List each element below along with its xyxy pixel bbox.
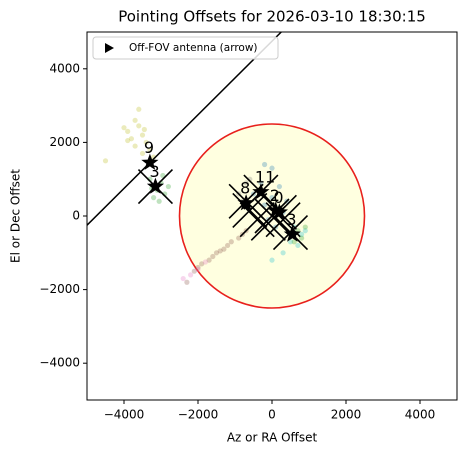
point [299, 231, 305, 237]
y-tick-label: 0 [72, 209, 80, 223]
point [217, 248, 223, 254]
y-tick-label: 2000 [49, 135, 80, 149]
antenna-star [252, 183, 270, 200]
point [121, 125, 127, 131]
point [184, 279, 190, 285]
x-tick-label: 4000 [405, 408, 436, 422]
point [156, 198, 162, 204]
point [287, 239, 294, 245]
y-axis-label: El or Dec Offset [9, 169, 23, 263]
point [302, 228, 308, 234]
legend-label: Off-FOV antenna (arrow) [129, 42, 258, 54]
point [141, 126, 147, 133]
x-tick-label: −4000 [104, 408, 145, 422]
antenna-star [237, 194, 255, 211]
point [269, 257, 275, 263]
cross-marker [232, 192, 268, 229]
point [125, 137, 131, 144]
point [195, 266, 201, 272]
point [139, 150, 146, 157]
point [188, 272, 194, 278]
point [269, 195, 275, 201]
point [128, 136, 134, 142]
point [136, 106, 142, 112]
point [147, 147, 153, 153]
chart-title: Pointing Offsets for 2026-03-10 18:30:15 [118, 8, 426, 26]
antenna-label: 3 [286, 210, 296, 229]
point [143, 139, 149, 145]
point [269, 165, 275, 171]
antenna-label: 0 [273, 188, 283, 207]
point [102, 158, 109, 164]
antenna-label: 11 [255, 168, 275, 187]
point [243, 180, 249, 186]
point [299, 235, 305, 241]
point [151, 195, 157, 201]
antenna-label: 8 [240, 179, 250, 198]
y-tick-label: 4000 [49, 61, 80, 75]
point [132, 143, 138, 149]
point [210, 253, 216, 260]
point [191, 268, 197, 274]
legend-box [92, 36, 279, 60]
point [276, 183, 282, 190]
point [180, 275, 186, 282]
point [136, 123, 142, 129]
point [139, 132, 146, 138]
point [202, 259, 208, 265]
point [291, 239, 297, 245]
point [125, 128, 131, 134]
legend-marker [105, 43, 114, 53]
point [225, 242, 231, 249]
point [199, 261, 205, 267]
antenna-label: 9 [144, 138, 154, 157]
point [295, 242, 301, 249]
point [206, 257, 212, 263]
y-tick-label: −2000 [39, 282, 80, 296]
x-axis-label: Az or RA Offset [227, 431, 318, 445]
point [228, 239, 234, 245]
x-tick-label: 2000 [331, 408, 362, 422]
point [262, 161, 268, 168]
point [302, 224, 308, 230]
antenna-star [283, 225, 301, 242]
point [213, 250, 220, 256]
x-tick-label: −2000 [178, 408, 219, 422]
point [195, 264, 201, 271]
antenna-star [270, 203, 288, 220]
point [132, 117, 138, 123]
point [280, 250, 286, 256]
antenna-label: 3 [149, 162, 159, 181]
x-tick-label: 0 [268, 408, 276, 422]
point [236, 235, 242, 241]
antenna-star [146, 177, 164, 194]
point [165, 183, 171, 190]
point [221, 246, 227, 252]
boundary-line [87, 32, 282, 226]
antenna-star [141, 153, 159, 170]
antenna-label: 2 [270, 186, 280, 205]
y-tick-label: −4000 [39, 356, 80, 370]
